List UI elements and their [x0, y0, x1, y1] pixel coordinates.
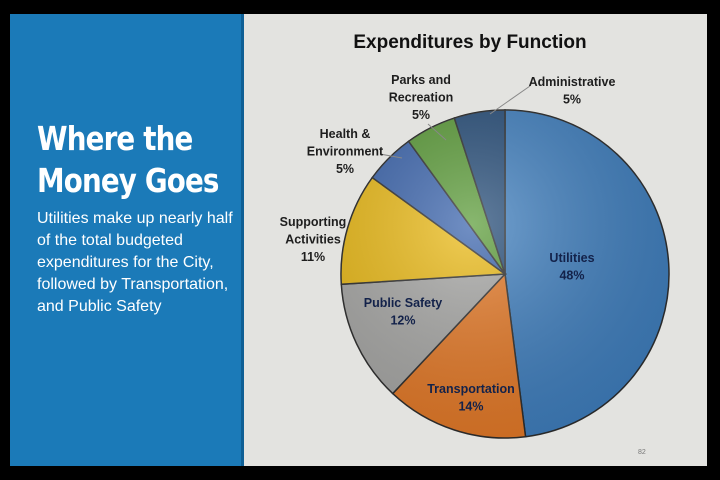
slice-label: Parks and Recreation 5% — [389, 73, 454, 122]
leader-line — [427, 123, 447, 141]
headline-line-2: Money Goes — [37, 161, 219, 200]
slice-label: Supporting Activities 11% — [280, 215, 347, 264]
slice-label: Public Safety 12% — [364, 296, 443, 328]
slide-headline: Where the Money Goes — [37, 118, 219, 202]
title-panel: Where the Money Goes Utilities make up n… — [10, 14, 241, 466]
slice-label: Transportation 14% — [427, 382, 515, 414]
slice-label: Administrative 5% — [529, 75, 616, 107]
pie-chart: Utilities 48% Transportation 14% Public Safe… — [280, 73, 670, 439]
slide: Where the Money Goes Utilities make up n… — [10, 14, 707, 466]
slide-body-text: Utilities make up nearly half of the tot… — [37, 210, 233, 315]
slide-number: 82 — [638, 449, 646, 456]
slice-label: Utilities 48% — [549, 251, 594, 283]
chart-title: Expenditures by Function — [353, 32, 587, 53]
leader-line — [489, 85, 531, 115]
headline-line-1: Where the — [37, 119, 193, 158]
panel-divider — [241, 14, 244, 466]
slice-label: Health & Environment 5% — [307, 127, 384, 176]
leader-line — [379, 153, 403, 159]
pie-gloss — [341, 110, 669, 438]
